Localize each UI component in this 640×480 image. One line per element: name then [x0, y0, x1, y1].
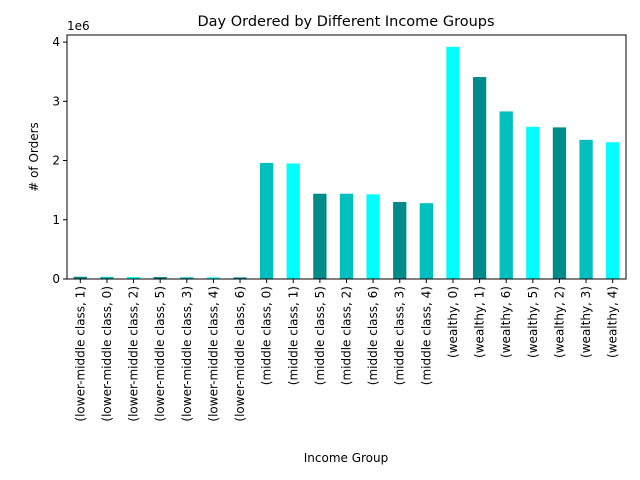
- bar: [419, 203, 434, 279]
- x-tick-label: (wealthy, 1): [473, 286, 487, 358]
- x-tick-label: (lower-middle class, 4): [206, 286, 220, 422]
- chart-title: Day Ordered by Different Income Groups: [197, 14, 494, 30]
- x-axis-title: Income Group: [304, 451, 389, 465]
- bar: [472, 77, 487, 279]
- bar: [206, 277, 221, 279]
- x-axis: (lower-middle class, 1) (lower-middle cla…: [73, 279, 620, 422]
- x-tick-label: (lower-middle class, 1): [73, 286, 87, 422]
- x-tick-label: (wealthy, 2): [552, 286, 566, 358]
- bar: [499, 111, 513, 279]
- bar: [339, 193, 354, 279]
- y-axis: 0 1 2 3 4: [52, 35, 67, 286]
- bar: [180, 277, 194, 279]
- x-tick-label: (lower-middle class, 6): [233, 286, 247, 422]
- x-tick-label: (lower-middle class, 5): [153, 286, 167, 422]
- y-axis-offset-text: 1e6: [67, 19, 90, 33]
- x-tick-label: (lower-middle class, 2): [127, 286, 141, 422]
- bar: [313, 193, 327, 279]
- y-tick-label: 2: [52, 154, 60, 168]
- bar: [552, 127, 567, 279]
- x-tick-label: (middle class, 1): [286, 286, 300, 385]
- bar: [606, 142, 620, 279]
- bar: [233, 277, 247, 279]
- x-tick-label: (middle class, 4): [419, 286, 433, 385]
- y-tick-label: 4: [52, 35, 60, 49]
- x-tick-label: (middle class, 5): [313, 286, 327, 385]
- y-tick-label: 0: [52, 272, 60, 286]
- y-axis-title: # of Orders: [27, 122, 41, 192]
- x-tick-label: (middle class, 2): [340, 286, 354, 385]
- x-tick-label: (wealthy, 0): [446, 286, 460, 358]
- bar: [393, 202, 407, 279]
- bar: [286, 163, 300, 279]
- x-tick-label: (wealthy, 4): [606, 286, 620, 358]
- y-tick-label: 1: [52, 213, 60, 227]
- bar: [446, 46, 460, 279]
- bar: [259, 162, 274, 279]
- bar: [100, 276, 114, 279]
- bar: [579, 139, 593, 279]
- x-tick-label: (lower-middle class, 3): [180, 286, 194, 422]
- x-tick-label: (middle class, 0): [260, 286, 274, 385]
- bar: [126, 276, 141, 279]
- plot-frame: [66, 34, 627, 280]
- x-tick-label: (wealthy, 6): [499, 286, 513, 358]
- x-tick-label: (lower-middle class, 0): [100, 286, 114, 422]
- bar: [366, 194, 380, 279]
- bar: [153, 277, 167, 279]
- x-tick-label: (wealthy, 5): [526, 286, 540, 358]
- x-tick-label: (wealthy, 3): [579, 286, 593, 358]
- bar: [526, 126, 540, 280]
- y-tick-label: 3: [52, 94, 60, 108]
- bar: [73, 276, 87, 279]
- x-tick-label: (middle class, 3): [393, 286, 407, 385]
- bars-group: [73, 46, 620, 280]
- x-tick-label: (middle class, 6): [366, 286, 380, 385]
